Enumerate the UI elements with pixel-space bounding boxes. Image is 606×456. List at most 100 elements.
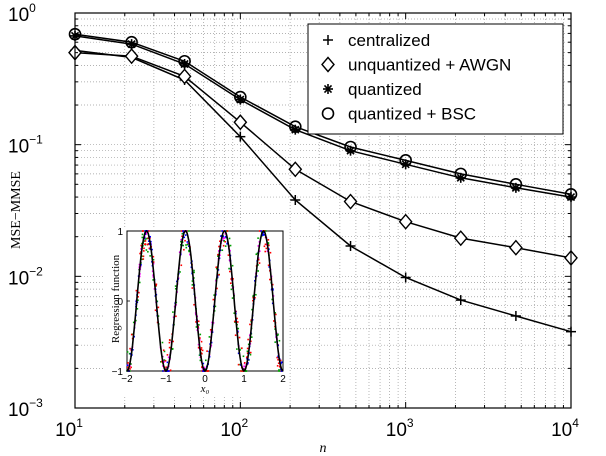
- inset-point: [258, 250, 261, 252]
- inset-point: [226, 230, 229, 232]
- inset-point: [126, 366, 129, 369]
- inset-point: [199, 359, 202, 362]
- inset-point: [246, 350, 249, 353]
- inset-point: [181, 232, 184, 235]
- inset-point: [255, 293, 257, 296]
- inset-point: [193, 271, 195, 274]
- inset-point: [204, 359, 207, 362]
- inset-point: [264, 243, 267, 246]
- inset-point: [155, 284, 157, 287]
- inset-point: [249, 351, 252, 354]
- inset-point: [152, 258, 155, 261]
- inset-point: [233, 312, 236, 314]
- inset-point: [139, 252, 141, 255]
- inset-point: [142, 258, 145, 260]
- inset-point: [230, 278, 232, 280]
- inset-point: [257, 245, 260, 247]
- inset-point: [198, 354, 201, 357]
- asterisk-marker: [323, 84, 333, 94]
- inset-point: [236, 321, 239, 323]
- inset-point: [250, 319, 252, 321]
- diamond-marker: [343, 193, 358, 210]
- legend-label: unquantized + AWGN: [348, 56, 511, 75]
- inset-point: [266, 250, 269, 253]
- inset-x-tick-label: −1: [160, 374, 172, 385]
- inset-point: [163, 359, 166, 361]
- series-line: [74, 51, 572, 259]
- inset-point: [183, 230, 185, 232]
- plus-marker: [290, 194, 301, 205]
- inset-point: [140, 248, 142, 250]
- inset-point: [261, 232, 264, 235]
- inset-point: [254, 296, 256, 299]
- x-tick-exponent: 4: [572, 416, 579, 430]
- inset-point: [224, 235, 227, 238]
- inset-point: [188, 250, 190, 253]
- series-unquantized-awgn: [68, 44, 578, 266]
- inset-point: [257, 270, 259, 272]
- inset-point: [246, 352, 249, 354]
- inset-point: [231, 297, 234, 299]
- inset-point: [191, 287, 194, 289]
- inset-point: [201, 349, 204, 352]
- inset-point: [138, 281, 141, 284]
- inset-point: [212, 298, 215, 301]
- inset-point: [262, 234, 264, 236]
- inset-point: [186, 243, 189, 246]
- inset-point: [149, 255, 151, 257]
- inset-point: [268, 266, 271, 268]
- inset-point: [180, 240, 182, 243]
- diamond-marker: [288, 161, 303, 178]
- inset-point: [168, 339, 171, 341]
- inset-point: [201, 352, 203, 355]
- inset-point: [148, 247, 151, 250]
- inset-point: [162, 370, 164, 372]
- inset-point: [276, 356, 278, 359]
- legend: centralized unquantized + AWGN quantized qu…: [307, 23, 564, 135]
- inset-point: [143, 247, 145, 250]
- inset-point: [197, 343, 200, 346]
- inset-x-tick-label: 2: [280, 374, 286, 385]
- inset-frame: [126, 230, 284, 372]
- inset-point: [147, 230, 150, 232]
- marker-stroke: [401, 160, 410, 169]
- inset-point: [184, 234, 187, 236]
- inset-point: [257, 264, 259, 266]
- inset-point: [206, 370, 209, 372]
- inset-point: [209, 329, 212, 331]
- x-tick-label: 103: [386, 416, 414, 441]
- inset-point: [167, 356, 170, 359]
- inset-point: [277, 333, 279, 336]
- inset-point: [250, 340, 252, 343]
- inset-point: [228, 270, 231, 273]
- inset-point: [140, 244, 142, 247]
- inset-point: [181, 235, 183, 238]
- x-tick-label: 101: [55, 416, 83, 441]
- inset-point: [147, 243, 150, 245]
- diamond-marker: [124, 48, 139, 65]
- inset-point: [166, 354, 169, 356]
- inset-point: [167, 370, 169, 372]
- inset-point: [188, 249, 190, 252]
- inset-x-tick-label: 1: [241, 374, 247, 385]
- inset-point: [252, 295, 254, 298]
- legend-box: [307, 23, 564, 135]
- inset-point: [278, 370, 281, 372]
- inset-point: [262, 231, 265, 234]
- inset-point: [236, 317, 238, 320]
- inset-point: [243, 362, 246, 364]
- inset-point: [273, 320, 275, 322]
- inset-point: [267, 264, 270, 267]
- inset-point: [239, 349, 241, 351]
- inset-y-tick-label: 0: [117, 297, 123, 308]
- inset-point: [147, 240, 150, 242]
- plus-marker: [235, 131, 246, 142]
- inset-point: [179, 271, 181, 273]
- inset-y-tick-label: 1: [117, 227, 123, 238]
- inset-point: [234, 334, 237, 337]
- inset-point: [200, 348, 203, 351]
- inset-point: [144, 243, 146, 245]
- inset-point: [197, 346, 200, 349]
- inset-point: [188, 230, 190, 232]
